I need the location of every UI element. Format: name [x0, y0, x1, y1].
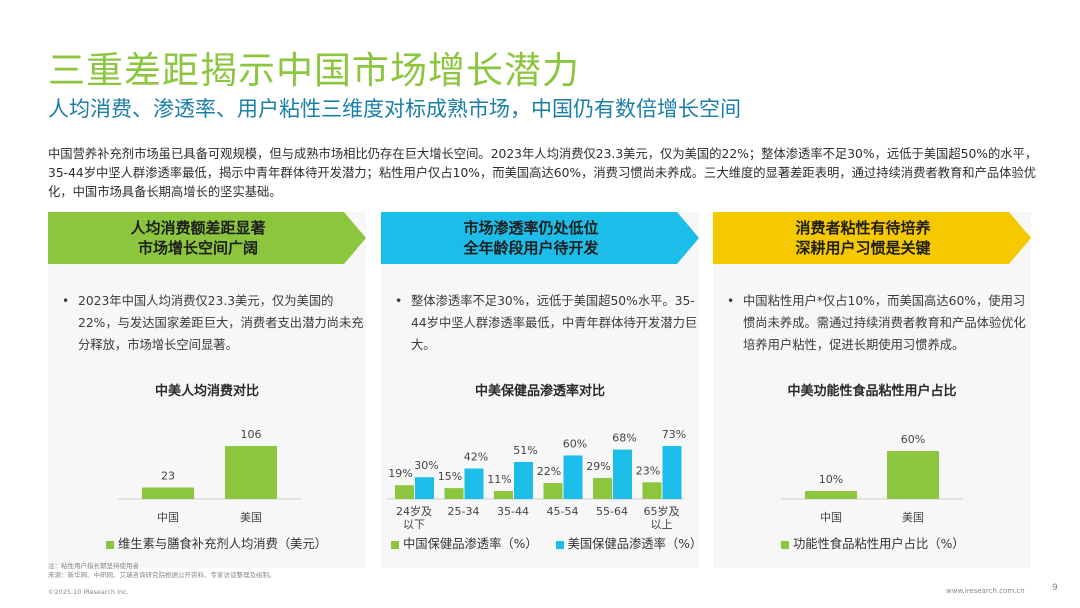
legend-label-cn: 中国保健品渗透率（%） — [403, 537, 538, 551]
bar — [543, 483, 563, 499]
note-line1: 注：粘性用户指长期坚持使用者 — [48, 562, 139, 570]
data-label: 29% — [586, 460, 610, 473]
data-label: 60% — [901, 433, 925, 446]
bar — [642, 482, 662, 499]
chart-per-capita: 23 中国 106 美国 — [118, 428, 301, 524]
legend-swatch-cn — [391, 540, 399, 549]
banner-penetration: 市场渗透率仍处低位 全年龄段用户待开发 — [381, 212, 699, 264]
legend-swatch-us — [555, 540, 564, 549]
bar — [662, 446, 682, 499]
bullet-dot-icon: • — [62, 294, 70, 308]
bar — [142, 487, 194, 499]
note-line2: 来源：新华网、中研网、艾瑞咨询研究院根据公开资料、专家访谈整理及绘制。 — [48, 571, 276, 579]
bar — [563, 455, 583, 499]
banner-line1: 人均消费额差距显著 — [130, 219, 266, 237]
footnote: 注：粘性用户指长期坚持使用者 来源：新华网、中研网、艾瑞咨询研究院根据公开资料、… — [48, 562, 276, 580]
chart-legend: 中国保健品渗透率（%） 美国保健品渗透率（%） — [391, 534, 702, 552]
x-tick-label: 美国 — [240, 511, 262, 524]
website-link[interactable]: www.iresearch.com.cn — [946, 587, 1025, 595]
bullet-content: 整体渗透率不足30%，远低于美国超50%水平。35-44岁中坚人群渗透率最低，中… — [411, 294, 698, 352]
bullet-content: 2023年中国人均消费仅23.3美元，仅为美国的22%，与发达国家差距巨大，消费… — [78, 294, 364, 352]
x-tick-label: 25-34 — [448, 505, 480, 518]
chart-stickiness: 10% 中国 60% 美国 — [781, 433, 963, 524]
x-tick-label: 中国 — [820, 511, 842, 524]
bullet-dot-icon: • — [727, 294, 735, 308]
data-label: 11% — [487, 473, 511, 486]
bar — [494, 491, 513, 499]
banner-text: 市场渗透率仍处低位 全年龄段用户待开发 — [381, 218, 681, 258]
data-label: 15% — [438, 470, 462, 483]
chart-title: 中美功能性食品粘性用户占比 — [787, 384, 957, 399]
chart-title: 中美保健品渗透率对比 — [474, 384, 605, 399]
x-tick-label: 65岁及 — [644, 504, 680, 518]
column-stickiness: 消费者粘性有待培养 深耕用户习惯是关键 • 中国粘性用户*仅占10%，而美国高达… — [713, 212, 1031, 568]
x-tick-label: 35-44 — [497, 505, 529, 518]
banner-line2: 全年龄段用户待开发 — [463, 239, 599, 257]
data-label: 19% — [388, 467, 412, 480]
bullet-dot-icon: • — [395, 294, 403, 308]
chart-title: 中美人均消费对比 — [154, 384, 259, 399]
legend-label: 维生素与膳食补充剂人均消费（美元） — [118, 537, 328, 551]
banner-text: 消费者粘性有待培养 深耕用户习惯是关键 — [713, 218, 1013, 258]
data-label: 73% — [662, 428, 686, 441]
data-label: 23 — [161, 470, 175, 483]
data-label: 10% — [819, 473, 843, 486]
banner-stickiness: 消费者粘性有待培养 深耕用户习惯是关键 — [713, 212, 1031, 264]
chart-legend: 功能性食品粘性用户占比（%） — [781, 534, 965, 552]
x-tick-label: 以下 — [403, 518, 425, 531]
banner-arrow-shape — [381, 212, 699, 264]
column-per-capita: 人均消费额差距显著 市场增长空间广阔 • 2023年中国人均消费仅23.3美元，… — [48, 212, 366, 568]
legend-label: 功能性食品粘性用户占比（%） — [793, 537, 965, 551]
bar — [514, 461, 533, 499]
bar — [613, 449, 632, 499]
x-tick-label: 55-64 — [596, 505, 628, 518]
bar — [887, 451, 939, 499]
banner-line2: 深耕用户习惯是关键 — [795, 239, 931, 257]
bullet-content: 中国粘性用户*仅占10%，而美国高达60%，使用习惯尚未养成。需通过持续消费者教… — [743, 294, 1026, 352]
column-penetration: 市场渗透率仍处低位 全年龄段用户待开发 • 整体渗透率不足30%，远低于美国超5… — [381, 212, 702, 568]
bullet-text: • 整体渗透率不足30%，远低于美国超50%水平。35-44岁中坚人群渗透率最低… — [395, 290, 701, 356]
data-label: 51% — [513, 444, 537, 457]
bar — [395, 485, 414, 499]
banner-arrow-shape — [713, 212, 1031, 264]
data-label: 30% — [414, 459, 438, 472]
bar — [593, 477, 612, 499]
bar — [805, 491, 857, 499]
data-label: 23% — [636, 464, 660, 477]
banner-line1: 消费者粘性有待培养 — [795, 219, 931, 237]
bar — [444, 488, 464, 499]
bullet-text: • 中国粘性用户*仅占10%，而美国高达60%，使用习惯尚未养成。需通过持续消费… — [727, 290, 1033, 356]
x-tick-label: 美国 — [902, 511, 924, 524]
legend-swatch — [781, 540, 789, 549]
legend-label-us: 美国保健品渗透率（%） — [567, 537, 703, 551]
x-tick-label: 中国 — [157, 511, 179, 524]
banner-line2: 市场增长空间广阔 — [137, 239, 258, 257]
intro-paragraph: 中国营养补充剂市场虽已具备可观规模，但与成熟市场相比仍存在巨大增长空间。2023… — [48, 147, 1038, 199]
bar — [415, 477, 434, 499]
page-title: 三重差距揭示中国市场增长潜力 — [48, 49, 580, 92]
legend-swatch — [106, 540, 114, 549]
data-label: 106 — [241, 428, 262, 441]
banner-per-capita: 人均消费额差距显著 市场增长空间广阔 — [48, 212, 366, 264]
page-subtitle: 人均消费、渗透率、用户粘性三维度对标成熟市场，中国仍有数倍增长空间 — [48, 97, 741, 121]
data-label: 22% — [537, 465, 561, 478]
data-label: 60% — [563, 437, 587, 450]
bullet-text: • 2023年中国人均消费仅23.3美元，仅为美国的22%，与发达国家差距巨大，… — [62, 290, 368, 356]
data-label: 68% — [612, 432, 636, 445]
bar — [464, 468, 484, 499]
bar — [225, 446, 277, 499]
banner-text: 人均消费额差距显著 市场增长空间广阔 — [48, 218, 348, 258]
banner-arrow-shape — [48, 212, 366, 264]
page-number: 9 — [1052, 583, 1058, 593]
x-tick-label: 以上 — [651, 518, 673, 531]
data-label: 42% — [464, 451, 488, 464]
x-tick-label: 45-54 — [547, 505, 579, 518]
chart-legend: 维生素与膳食补充剂人均消费（美元） — [106, 534, 327, 552]
copyright: ©2025.10 iResearch Inc. — [48, 588, 129, 596]
x-tick-label: 24岁及 — [396, 504, 432, 518]
banner-line1: 市场渗透率仍处低位 — [463, 219, 599, 237]
